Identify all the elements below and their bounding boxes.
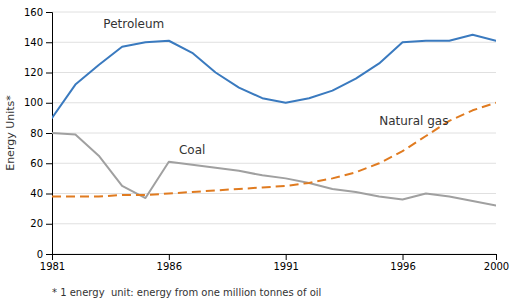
axis-line [53, 255, 497, 261]
tick: 120 [24, 67, 52, 78]
tick: 80 [30, 128, 52, 139]
series-line [52, 35, 496, 118]
tick: 2000 [484, 254, 509, 272]
tick-mark [46, 133, 52, 134]
tick-mark [46, 42, 52, 43]
tick-mark [169, 254, 170, 260]
chart: 1981 1986 1991 1996 2000 0 20 40 60 80 100 120 140 16… [0, 0, 512, 304]
tick-mark [46, 103, 52, 104]
tick-mark [46, 224, 52, 225]
plot: 1981 1986 1991 1996 2000 0 20 40 60 80 100 120 140 16… [24, 7, 509, 272]
tick: 20 [30, 218, 52, 229]
tick-mark [496, 254, 497, 260]
tick-label: 2000 [484, 261, 509, 272]
tick: 1991 [273, 254, 298, 272]
tick-mark [46, 254, 52, 255]
tick: 0 [37, 249, 52, 260]
tick-label: 40 [30, 188, 43, 199]
grid-line [52, 42, 496, 43]
grid-line [52, 163, 496, 164]
tick: 140 [24, 37, 52, 48]
tick-mark [46, 73, 52, 74]
tick-label: 0 [37, 249, 43, 260]
grid-line [52, 12, 496, 13]
tick: 100 [24, 97, 52, 108]
grid-line [52, 72, 496, 73]
axis-line [46, 13, 53, 255]
grid-line [52, 133, 496, 134]
y-axis: 0 20 40 60 80 100 120 140 160 [24, 7, 53, 260]
tick-mark [46, 12, 52, 13]
y-axis-title: Energy Units* [4, 95, 17, 171]
tick: 1986 [157, 254, 182, 272]
footnote: * 1 energy unit: energy from one million… [52, 287, 321, 298]
annotation: Petroleum [103, 17, 164, 31]
tick-label: 1986 [157, 261, 182, 272]
tick-label: 1991 [273, 261, 298, 272]
tick: 60 [30, 158, 52, 169]
tick: 1981 [40, 254, 65, 272]
tick-label: 140 [24, 37, 43, 48]
x-axis: 1981 1986 1991 1996 2000 [40, 254, 509, 272]
tick-label: 100 [24, 97, 43, 108]
tick: 1996 [390, 254, 415, 272]
annotation: Coal [179, 143, 205, 157]
tick-label: 120 [24, 67, 43, 78]
tick-mark [46, 163, 52, 164]
annotation: Natural gas [379, 114, 448, 128]
tick-mark [286, 254, 287, 260]
series-line [52, 103, 496, 197]
tick-label: 60 [30, 158, 43, 169]
tick-label: 1996 [390, 261, 415, 272]
lines [52, 35, 496, 206]
series-line [52, 133, 496, 206]
tick: 160 [24, 7, 52, 18]
tick-mark [403, 254, 404, 260]
annotations: Petroleum Coal Natural gas [103, 17, 448, 157]
tick-label: 1981 [40, 261, 65, 272]
grid-line [52, 223, 496, 224]
tick-label: 20 [30, 218, 43, 229]
tick-label: 80 [30, 128, 43, 139]
grid-line [52, 102, 496, 103]
tick-label: 160 [24, 7, 43, 18]
grid [52, 12, 496, 254]
tick: 40 [30, 188, 52, 199]
tick-mark [46, 194, 52, 195]
